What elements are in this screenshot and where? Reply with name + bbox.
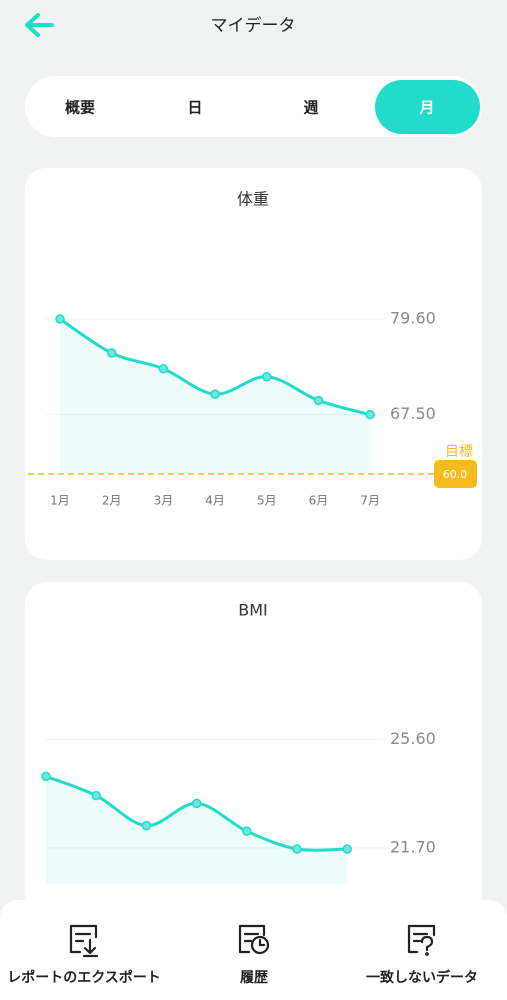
y-tick-label: 21.70 bbox=[390, 837, 436, 856]
area bbox=[46, 776, 348, 884]
tab-label[interactable]: 週 bbox=[303, 99, 318, 117]
y-tick-label: 67.50 bbox=[390, 404, 436, 423]
nav-label[interactable]: レポートのエクスポート bbox=[7, 969, 161, 986]
x-tick-label: 1月 bbox=[50, 494, 70, 508]
point bbox=[242, 826, 252, 836]
x-tick-label: 5月 bbox=[257, 494, 277, 508]
chart-title: BMI bbox=[238, 601, 268, 620]
point bbox=[365, 409, 375, 420]
point bbox=[292, 844, 302, 854]
tab-bar bbox=[25, 76, 482, 137]
y-tick-label: 79.60 bbox=[390, 308, 436, 327]
x-tick-label: 4月 bbox=[205, 494, 225, 508]
tab-active-pill[interactable] bbox=[375, 80, 480, 134]
point bbox=[262, 371, 272, 382]
chart-card bbox=[25, 582, 482, 1000]
target-badge bbox=[434, 460, 477, 488]
mismatch-icon[interactable] bbox=[407, 924, 436, 956]
chart-card bbox=[25, 168, 482, 560]
point bbox=[41, 771, 51, 782]
export-icon[interactable] bbox=[69, 924, 99, 958]
target-name: 目標 bbox=[445, 444, 473, 460]
tab-label[interactable]: 月 bbox=[418, 99, 434, 117]
point bbox=[313, 395, 324, 406]
tabs: 概要 日 週 月 bbox=[65, 80, 480, 134]
tab-label[interactable]: 概要 bbox=[65, 99, 95, 117]
bottom-nav: レポートのエクスポート 履歴 一致しないデータ bbox=[0, 900, 507, 1000]
target-value: 60.0 bbox=[443, 468, 468, 481]
nav-label[interactable]: 履歴 bbox=[240, 969, 268, 986]
history-icon[interactable] bbox=[238, 924, 270, 955]
point bbox=[191, 798, 202, 809]
y-tick-label: 25.60 bbox=[390, 729, 436, 748]
x-tick-label: 6月 bbox=[309, 494, 329, 508]
nav-label[interactable]: 一致しないデータ bbox=[366, 969, 478, 986]
charts: 体重 79.60 67.50 1月 2月 3月 4月 5月 6月 7月 目標 60.0 BMI 25.60… bbox=[28, 190, 477, 884]
back-button[interactable] bbox=[25, 13, 54, 37]
point bbox=[342, 844, 352, 854]
chart-title: 体重 bbox=[237, 190, 269, 209]
point bbox=[55, 314, 65, 324]
x-tick-label: 7月 bbox=[360, 494, 380, 508]
page-title: マイデータ bbox=[211, 15, 296, 36]
point bbox=[158, 364, 169, 374]
tab-label[interactable]: 日 bbox=[187, 99, 202, 117]
point bbox=[210, 389, 220, 399]
x-tick-label: 2月 bbox=[102, 494, 122, 508]
point bbox=[91, 790, 101, 801]
x-tick-label: 3月 bbox=[154, 494, 174, 508]
point bbox=[106, 348, 117, 358]
point bbox=[141, 820, 152, 831]
